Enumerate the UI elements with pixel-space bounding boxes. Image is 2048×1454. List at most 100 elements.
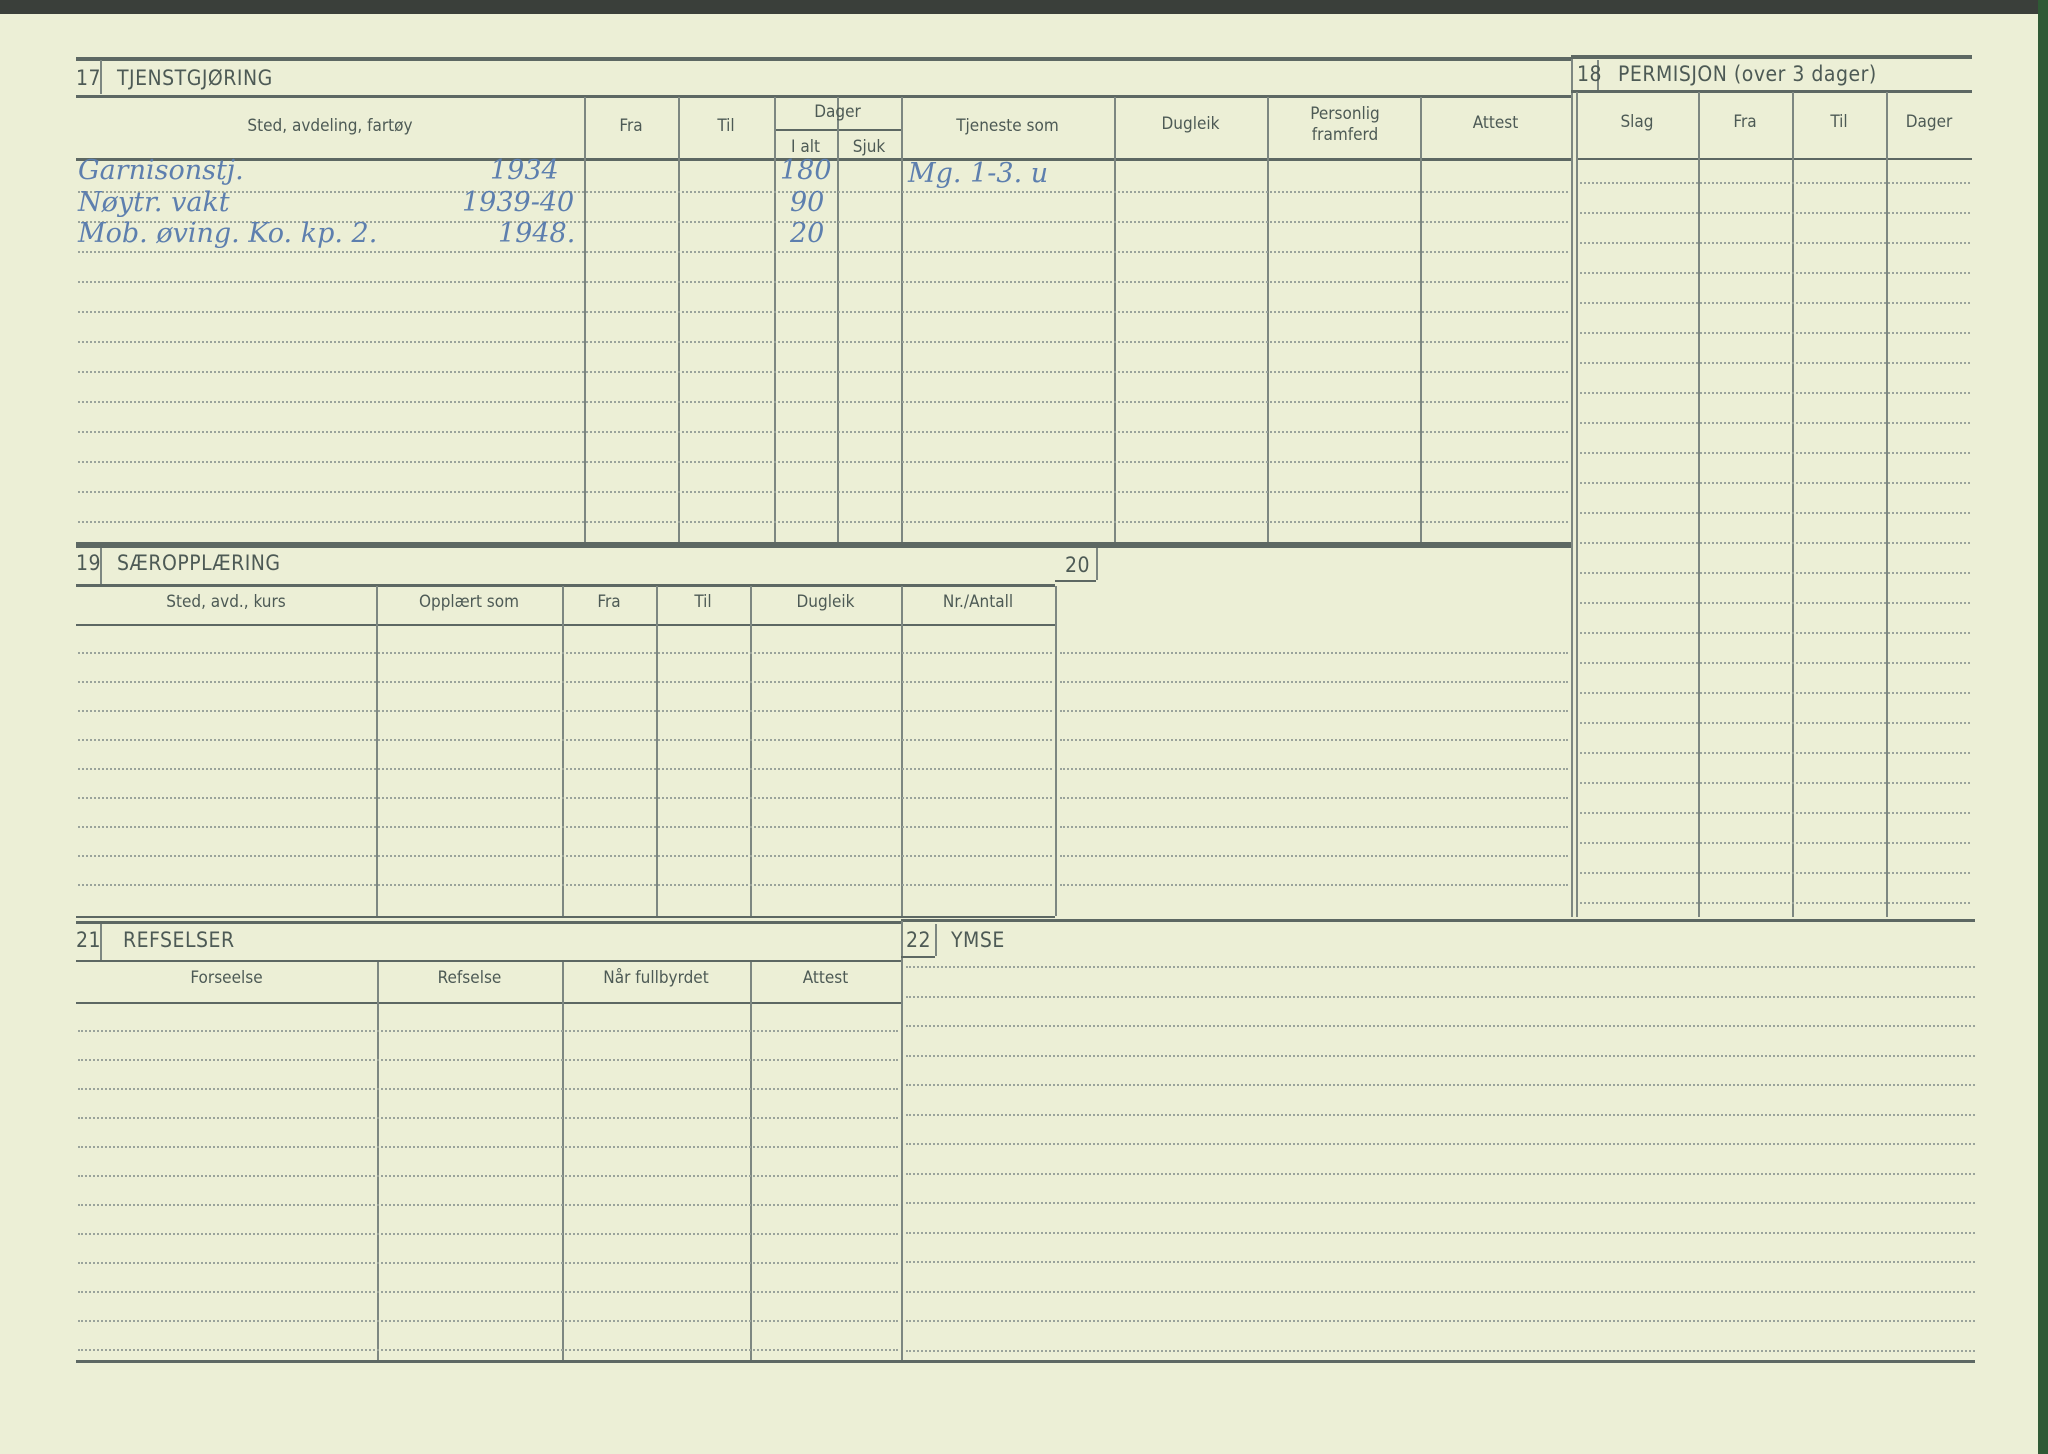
column-divider (584, 97, 586, 542)
dotted-row-line (78, 797, 1052, 799)
header-dager: Dager (814, 102, 861, 122)
header-til: Til (694, 592, 712, 612)
rule-line (76, 1002, 901, 1004)
dotted-row-line (1580, 632, 1970, 634)
dotted-row-line (1580, 362, 1970, 364)
column-divider (1114, 97, 1116, 542)
dotted-row-line (1580, 182, 1970, 184)
section-21-number: 21 (76, 928, 102, 952)
dotted-row-line (78, 221, 1568, 223)
column-divider (901, 586, 903, 916)
rule-line (76, 158, 1571, 161)
column-divider (656, 586, 658, 916)
header-forseelse: Forseelse (190, 968, 263, 988)
dotted-row-line (1580, 812, 1970, 814)
column-divider (1420, 97, 1422, 542)
dotted-row-line (1580, 842, 1970, 844)
dotted-row-line (1060, 652, 1568, 654)
section-18-number: 18 (1577, 62, 1603, 86)
section-21-title: REFSELSER (123, 928, 235, 952)
rule-line (1576, 158, 1972, 160)
section-17-number: 17 (76, 66, 102, 90)
dotted-row-line (906, 1084, 1975, 1086)
header-til: Til (717, 116, 735, 136)
column-divider (935, 924, 937, 956)
entry-1-year: 1934 (490, 155, 559, 186)
dotted-row-line (78, 371, 1568, 373)
header-fra: Fra (597, 592, 621, 612)
column-divider (901, 921, 903, 1360)
dotted-row-line (78, 1146, 898, 1148)
header-tjeneste-som: Tjeneste som (956, 116, 1059, 136)
header-til: Til (1830, 112, 1848, 132)
entry-3-sted: Mob. øving. Ko. kp. 2. (78, 218, 378, 249)
dotted-row-line (1580, 272, 1970, 274)
dotted-row-line (78, 1204, 898, 1206)
entry-2-i-alt: 90 (790, 187, 825, 218)
column-divider (1267, 97, 1269, 542)
rule-line (1571, 55, 1972, 59)
dotted-row-line (1060, 768, 1568, 770)
entry-3-year: 1948. (498, 218, 576, 249)
rule-line (76, 921, 901, 924)
dotted-row-line (1580, 752, 1970, 754)
dotted-row-line (78, 768, 1052, 770)
column-divider (1886, 92, 1888, 917)
dotted-row-line (1580, 512, 1970, 514)
header-attest: Attest (1472, 113, 1519, 133)
column-divider (100, 60, 102, 94)
dotted-row-line (1580, 392, 1970, 394)
header-dager: Dager (1905, 112, 1953, 132)
column-divider (678, 97, 680, 542)
header-nr-antall: Nr./Antall (942, 592, 1014, 612)
rule-line (76, 624, 1055, 626)
column-divider (1055, 586, 1057, 916)
dotted-row-line (78, 311, 1568, 313)
header-naar-fullbyrdet: Når fullbyrdet (603, 968, 709, 988)
dotted-row-line (906, 995, 1975, 998)
column-divider (1597, 60, 1599, 90)
section-18-title: PERMISJON (over 3 dager) (1618, 62, 1877, 86)
dotted-row-line (906, 1231, 1975, 1234)
dotted-row-line (78, 491, 1568, 493)
entry-1-sted: Garnisonstj. (78, 155, 244, 186)
header-i-alt: I alt (791, 137, 820, 157)
dotted-row-line (78, 431, 1568, 433)
dotted-row-line (906, 1320, 1975, 1322)
section-17-title: TJENSTGJØRING (117, 66, 273, 90)
dotted-row-line (1580, 902, 1970, 904)
dotted-row-line (78, 652, 1052, 654)
dotted-row-line (1060, 855, 1568, 857)
dotted-row-line (1580, 422, 1970, 424)
dotted-row-line (906, 1261, 1975, 1263)
dotted-row-line (78, 1233, 898, 1235)
rule-line (76, 960, 901, 962)
rule-line (76, 545, 1571, 548)
header-sjuk: Sjuk (852, 137, 886, 157)
dotted-row-line (78, 884, 1052, 886)
dotted-row-line (78, 341, 1568, 343)
column-divider (774, 97, 776, 542)
rule-line (76, 57, 1571, 61)
column-divider (100, 548, 102, 584)
dotted-row-line (78, 521, 1568, 523)
dotted-row-line (78, 461, 1568, 463)
dotted-row-line (906, 966, 1975, 968)
dotted-row-line (78, 1320, 898, 1322)
section-22-number: 22 (906, 928, 932, 952)
dotted-row-line (1580, 332, 1970, 334)
dotted-row-line (78, 401, 1568, 403)
column-divider (1576, 92, 1578, 917)
column-divider (100, 924, 102, 960)
dotted-row-line (78, 855, 1052, 857)
dotted-row-line (1060, 826, 1568, 828)
header-dugleik: Dugleik (1161, 114, 1220, 134)
dotted-row-line (1580, 692, 1970, 694)
entry-3-i-alt: 20 (790, 218, 825, 249)
column-divider (837, 129, 839, 542)
section-19-title: SÆROPPLÆRING (117, 551, 281, 575)
dotted-row-line (1060, 739, 1568, 741)
dotted-row-line (1580, 482, 1970, 484)
dotted-row-line (1580, 212, 1970, 214)
column-divider (901, 97, 903, 542)
